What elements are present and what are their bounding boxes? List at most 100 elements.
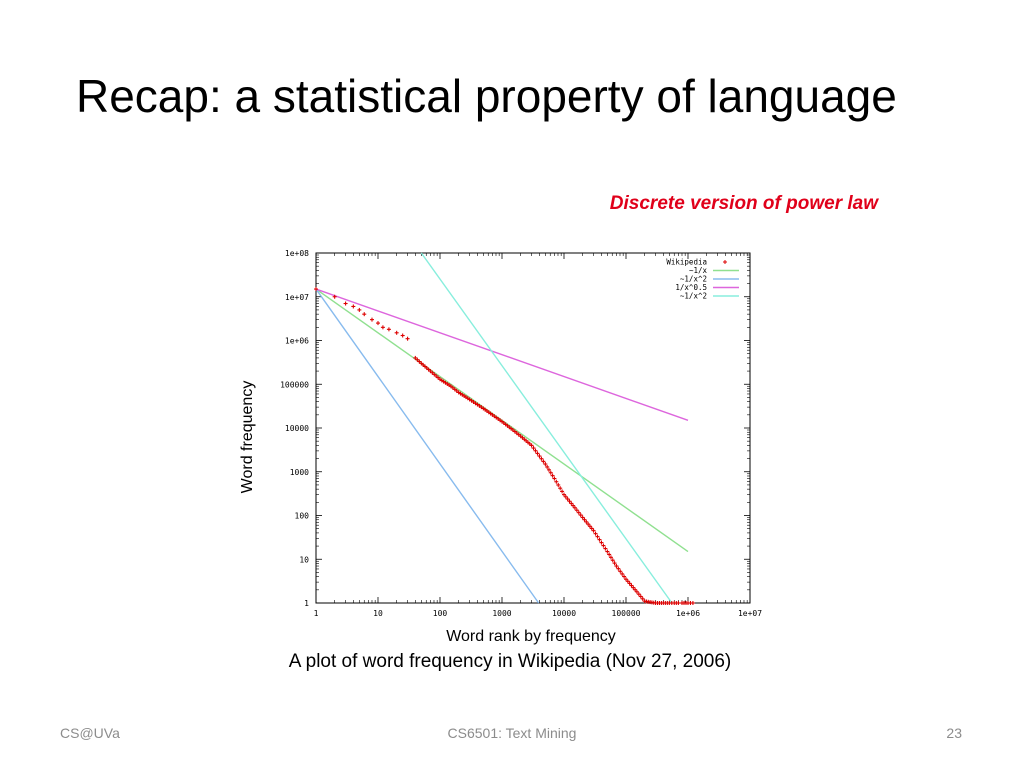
wikipedia-point <box>552 476 557 481</box>
wikipedia-point <box>599 540 604 545</box>
y-tick-label: 1000 <box>290 468 309 477</box>
wikipedia-point <box>614 564 619 569</box>
wikipedia-point <box>607 552 612 557</box>
wikipedia-point <box>314 287 318 292</box>
wikipedia-point <box>690 601 695 605</box>
wikipedia-point <box>560 489 565 494</box>
wikipedia-point <box>605 549 610 554</box>
wikipedia-point <box>631 585 636 590</box>
reference-lines <box>315 252 689 604</box>
wikipedia-point <box>603 546 608 551</box>
wikipedia-point <box>633 587 638 592</box>
plot-area-frame <box>315 252 751 604</box>
wikipedia-point <box>586 522 591 527</box>
y-tick-label: 1 <box>304 599 309 608</box>
wikipedia-point <box>394 330 399 335</box>
power-law-annotation: Discrete version of power law <box>609 193 878 214</box>
footer-course: CS6501: Text Mining <box>447 725 577 741</box>
wikipedia-point <box>676 601 681 605</box>
y-tick-label: 1e+06 <box>285 337 309 346</box>
x-tick-label: 1000 <box>492 609 511 618</box>
wikipedia-point <box>625 579 630 584</box>
wikipedia-point <box>622 574 627 579</box>
wikipedia-point <box>593 531 598 536</box>
legend-swatch-points <box>723 260 727 264</box>
legend-label: ~1/x^2 <box>680 292 707 301</box>
wikipedia-points <box>314 287 695 605</box>
wikipedia-point <box>343 301 348 306</box>
wikipedia-point <box>531 446 536 451</box>
wikipedia-point <box>571 503 576 508</box>
wikipedia-point <box>567 499 572 504</box>
wikipedia-point <box>380 325 385 330</box>
wikipedia-point <box>351 304 356 309</box>
wikipedia-point <box>618 569 623 574</box>
wikipedia-point <box>548 470 553 475</box>
footer-institution: CS@UVa <box>60 725 120 741</box>
wikipedia-point <box>572 505 577 510</box>
wikipedia-point <box>574 508 579 513</box>
wikipedia-point <box>533 448 538 453</box>
y-tick-label: 1e+07 <box>285 293 309 302</box>
wikipedia-point <box>624 577 628 582</box>
y-tick-label: 1e+08 <box>285 249 309 258</box>
series-line-1-x-2 <box>315 288 540 604</box>
wikipedia-point <box>558 486 563 491</box>
wikipedia-point <box>543 462 548 467</box>
x-tick-label: 100 <box>433 609 448 618</box>
x-tick-label: 10 <box>373 609 383 618</box>
wikipedia-point <box>362 312 367 317</box>
wikipedia-point <box>597 537 602 542</box>
wikipedia-point <box>369 317 374 322</box>
y-tick-labels: 1 10 100 1000 10000 100000 1e+06 1e+07 1e+08 <box>280 249 309 608</box>
y-tick-label: 10000 <box>285 424 309 433</box>
x-tick-labels: 1 10 100 1000 10000 100000 1e+06 1e+07 <box>314 609 763 618</box>
wikipedia-point <box>634 589 639 594</box>
wikipedia-point <box>539 456 544 461</box>
wikipedia-point <box>413 355 418 360</box>
wikipedia-point <box>386 327 391 332</box>
wikipedia-point <box>541 459 546 464</box>
series-line-1-x-0-5 <box>315 288 689 421</box>
legend-label: ~1/x <box>689 266 708 275</box>
wikipedia-point <box>584 519 589 524</box>
wikipedia-point <box>616 566 621 571</box>
page-number: 23 <box>946 725 962 741</box>
wikipedia-point <box>556 482 561 487</box>
wikipedia-point <box>578 513 583 518</box>
legend: Wikipedia~1/x~1/x^21/x^0.5~1/x^2 <box>666 258 739 301</box>
x-tick-label: 1e+07 <box>738 609 762 618</box>
wikipedia-point <box>638 594 643 599</box>
wikipedia-point <box>608 555 613 560</box>
x-tick-label: 1e+06 <box>676 609 700 618</box>
legend-label: ~1/x^2 <box>680 275 707 284</box>
x-tick-label: 1 <box>314 609 319 618</box>
wikipedia-point <box>535 451 540 456</box>
wikipedia-point <box>415 357 420 362</box>
wikipedia-point <box>400 333 405 338</box>
legend-label: Wikipedia <box>666 258 707 267</box>
y-tick-label: 100 <box>295 512 310 521</box>
y-tick-label: 10 <box>299 555 309 564</box>
wikipedia-point <box>563 494 568 499</box>
wikipedia-point <box>576 510 581 515</box>
legend-label: 1/x^0.5 <box>675 283 707 292</box>
wikipedia-point <box>417 359 422 364</box>
wikipedia-point <box>589 526 594 531</box>
x-tick-label: 10000 <box>552 609 576 618</box>
series-line-1-x-2 <box>420 252 673 604</box>
x-axis-label: Word rank by frequency <box>446 628 616 645</box>
wikipedia-point <box>601 543 606 548</box>
wikipedia-point <box>405 336 410 341</box>
wikipedia-point <box>587 524 592 529</box>
wikipedia-point <box>569 501 574 506</box>
wikipedia-point <box>620 571 625 576</box>
wikipedia-point <box>545 464 550 469</box>
wikipedia-point <box>610 558 615 563</box>
wikipedia-point <box>612 561 617 566</box>
chart-caption: A plot of word frequency in Wikipedia (N… <box>288 651 732 672</box>
wikipedia-point <box>357 307 362 312</box>
wikipedia-point <box>562 492 566 497</box>
axis-ticks <box>315 252 751 604</box>
